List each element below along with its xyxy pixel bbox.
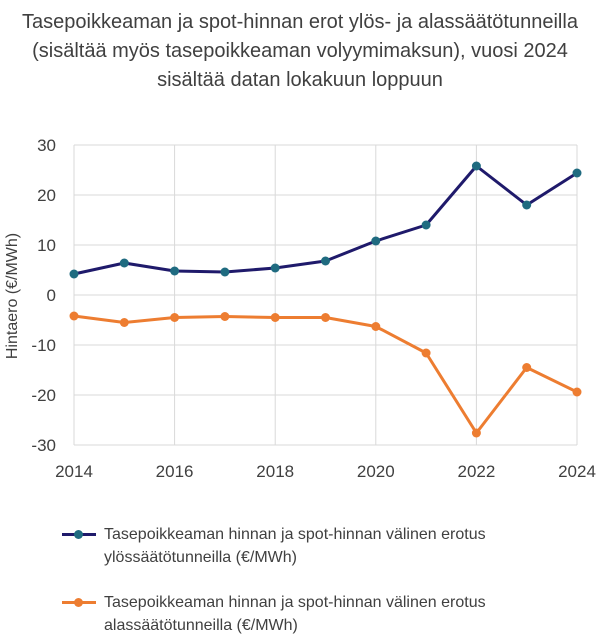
data-point bbox=[321, 313, 330, 322]
data-point bbox=[119, 318, 129, 327]
data-point bbox=[522, 363, 532, 372]
data-point bbox=[69, 269, 79, 279]
y-tick-label: -20 bbox=[31, 386, 56, 405]
data-point bbox=[220, 267, 230, 277]
x-tick-label: 2016 bbox=[156, 462, 194, 481]
legend-label-down: Tasepoikkeaman hinnan ja spot-hinnan väl… bbox=[104, 594, 486, 634]
data-point bbox=[69, 311, 79, 321]
y-axis-label: Hintaero (€/MWh) bbox=[4, 233, 21, 359]
y-tick-label: 30 bbox=[37, 136, 56, 155]
y-tick-label: 20 bbox=[37, 186, 56, 205]
data-point bbox=[371, 322, 381, 331]
legend-label-up: Tasepoikkeaman hinnan ja spot-hinnan väl… bbox=[104, 526, 486, 566]
data-point bbox=[371, 236, 381, 246]
data-point bbox=[170, 266, 180, 276]
data-point bbox=[421, 220, 431, 230]
data-point bbox=[321, 256, 330, 266]
series-line-1 bbox=[73, 314, 578, 435]
data-point bbox=[270, 313, 280, 322]
axis-labels: 30 20 10 0 -10 -20 -30 2014 2016 2018 2020 2022 2024 bbox=[31, 136, 595, 481]
data-point bbox=[421, 348, 431, 358]
grid-lines bbox=[73, 144, 578, 446]
x-tick-label: 2020 bbox=[357, 462, 395, 481]
legend-swatch-up bbox=[62, 530, 96, 539]
legend-marker-up bbox=[74, 530, 83, 539]
x-tick-label: 2018 bbox=[256, 462, 294, 481]
y-tick-label: 0 bbox=[47, 286, 56, 305]
legend-item-up: Tasepoikkeaman hinnan ja spot-hinnan väl… bbox=[62, 523, 544, 569]
line-chart: 30 20 10 0 -10 -20 -30 2014 2016 2018 2020 2022 2024… bbox=[4, 136, 596, 481]
y-tick-label: 10 bbox=[37, 236, 56, 255]
legend-marker-down bbox=[74, 598, 83, 607]
legend: Tasepoikkeaman hinnan ja spot-hinnan väl… bbox=[62, 523, 544, 637]
x-tick-label: 2024 bbox=[558, 462, 596, 481]
data-point bbox=[270, 263, 280, 273]
data-point bbox=[220, 312, 230, 321]
data-point bbox=[119, 258, 129, 268]
data-point bbox=[471, 428, 481, 438]
x-tick-label: 2014 bbox=[55, 462, 93, 481]
legend-swatch-down bbox=[62, 598, 96, 607]
data-point bbox=[471, 161, 481, 171]
data-point bbox=[572, 168, 582, 178]
data-point bbox=[522, 200, 532, 210]
data-point bbox=[170, 313, 180, 322]
y-tick-label: -30 bbox=[31, 436, 56, 455]
y-tick-label: -10 bbox=[31, 336, 56, 355]
data-series bbox=[69, 161, 582, 438]
x-tick-label: 2022 bbox=[457, 462, 495, 481]
legend-item-down: Tasepoikkeaman hinnan ja spot-hinnan väl… bbox=[62, 591, 544, 637]
chart-title: Tasepoikkeaman ja spot-hinnan erot ylös-… bbox=[22, 11, 578, 91]
data-point bbox=[572, 387, 582, 397]
